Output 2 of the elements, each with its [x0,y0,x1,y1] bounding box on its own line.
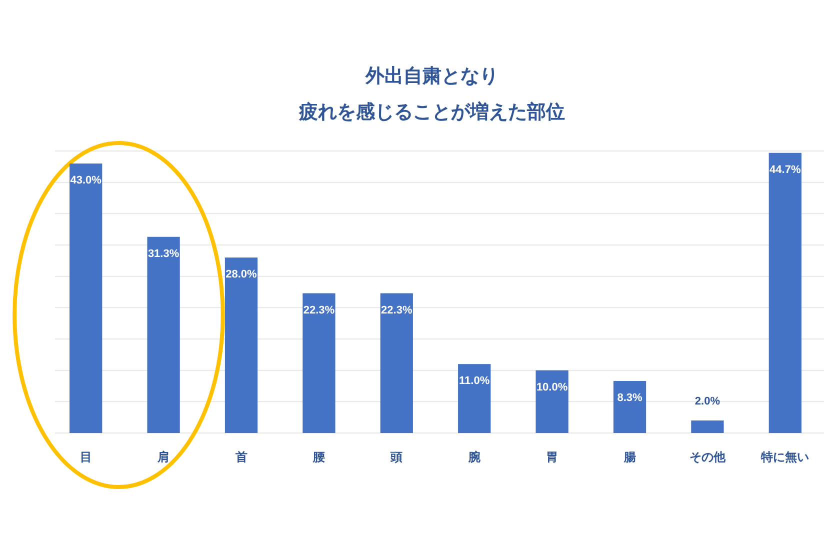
title: 外出自粛となり [366,66,498,87]
subtitle: 疲れを感じることが増えた部位 [299,102,565,123]
